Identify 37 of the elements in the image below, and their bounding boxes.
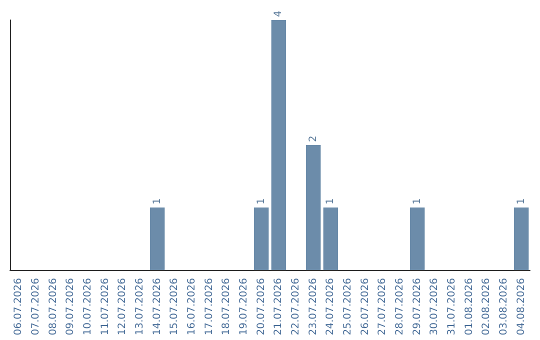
x-tick-label: 06.07.2026 bbox=[13, 278, 24, 336]
data-label: 1 bbox=[325, 198, 336, 204]
data-label: 2 bbox=[308, 136, 319, 142]
data-label: 1 bbox=[516, 198, 527, 204]
x-tick-label: 09.07.2026 bbox=[65, 278, 76, 336]
x-tick-label: 22.07.2026 bbox=[290, 278, 302, 336]
x-tick-label: 19.07.2026 bbox=[238, 278, 250, 336]
x-tick-label: 13.07.2026 bbox=[134, 278, 146, 336]
x-tick-label: 14.07.2026 bbox=[152, 278, 163, 336]
x-tick-label: 23.07.2026 bbox=[308, 278, 319, 336]
data-label: 4 bbox=[273, 10, 284, 17]
x-tick-label: 15.07.2026 bbox=[169, 278, 180, 336]
x-tick-label: 27.07.2026 bbox=[377, 278, 388, 336]
x-tick-label: 25.07.2026 bbox=[342, 278, 354, 336]
x-tick-label: 30.07.2026 bbox=[429, 278, 440, 336]
x-tick-label: 08.07.2026 bbox=[48, 278, 59, 336]
x-tick-label: 11.07.2026 bbox=[100, 278, 111, 336]
data-label: 1 bbox=[412, 198, 423, 204]
x-tick-label: 20.07.2026 bbox=[256, 278, 267, 336]
x-tick-label: 24.07.2026 bbox=[325, 278, 336, 336]
x-tick-label: 04.08.2026 bbox=[516, 278, 527, 336]
x-tick-label: 07.07.2026 bbox=[30, 278, 42, 336]
x-tick-label: 18.07.2026 bbox=[221, 278, 232, 336]
x-tick-label: 31.07.2026 bbox=[446, 278, 458, 336]
x-tick-label: 29.07.2026 bbox=[412, 278, 423, 336]
x-tick-label: 17.07.2026 bbox=[204, 278, 215, 336]
x-tick-label: 12.07.2026 bbox=[117, 278, 128, 336]
x-tick-label: 26.07.2026 bbox=[360, 278, 371, 336]
x-tick-label: 03.08.2026 bbox=[498, 278, 510, 336]
x-tick-label: 16.07.2026 bbox=[186, 278, 198, 336]
x-tick-label: 01.08.2026 bbox=[464, 278, 475, 336]
x-tick-label: 10.07.2026 bbox=[82, 278, 94, 336]
data-label: 1 bbox=[256, 198, 267, 204]
data-label: 1 bbox=[152, 198, 163, 204]
x-tick-label: 02.08.2026 bbox=[481, 278, 492, 336]
x-tick-label: 21.07.2026 bbox=[273, 278, 284, 336]
x-tick-label: 28.07.2026 bbox=[394, 278, 406, 336]
